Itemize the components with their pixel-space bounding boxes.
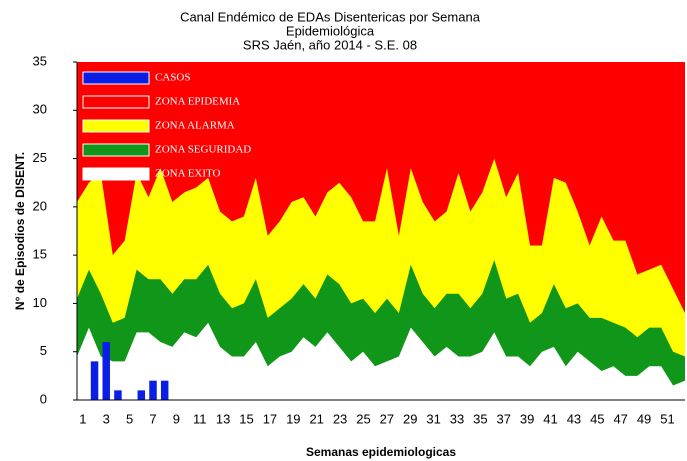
plot-area	[77, 62, 685, 400]
x-tick-label: 39	[520, 411, 534, 426]
y-tick-label: 20	[33, 198, 47, 213]
bar	[137, 390, 146, 400]
x-tick-label: 37	[497, 411, 511, 426]
bar	[149, 380, 157, 400]
x-tick-label: 15	[239, 411, 253, 426]
x-tick-label: 23	[333, 411, 347, 426]
x-tick-label: 1	[79, 411, 86, 426]
x-tick-label: 3	[103, 411, 110, 426]
legend-swatch	[82, 167, 150, 181]
legend-label: ZONA EPIDEMIA	[155, 96, 240, 108]
legend-label: ZONA EXITO	[155, 168, 221, 180]
x-tick-label: 47	[613, 411, 627, 426]
legend-label: ZONA ALARMA	[155, 120, 235, 132]
x-tick-label: 45	[590, 411, 604, 426]
legend-swatch	[82, 95, 150, 109]
x-tick-label: 19	[286, 411, 300, 426]
x-tick-label: 21	[309, 411, 323, 426]
x-tick-label: 9	[173, 411, 180, 426]
x-tick-label: 51	[660, 411, 674, 426]
x-tick-label: 13	[216, 411, 230, 426]
chart-title: SRS Jaén, año 2014 - S.E. 08	[243, 37, 417, 52]
x-tick-label: 7	[149, 411, 156, 426]
y-axis-title: N° de Episodios de DISENT.	[13, 152, 27, 310]
bar	[90, 361, 99, 400]
y-tick-label: 35	[33, 53, 47, 68]
x-tick-label: 29	[403, 411, 417, 426]
x-tick-label: 31	[426, 411, 440, 426]
x-tick-label: 11	[193, 411, 207, 426]
chart-title: Epidemiológica	[286, 23, 375, 38]
y-tick-label: 15	[33, 247, 47, 262]
legend-swatch	[82, 71, 150, 85]
x-tick-label: 35	[473, 411, 487, 426]
y-tick-label: 30	[33, 102, 47, 117]
legend-label: ZONA SEGURIDAD	[155, 144, 251, 156]
x-tick-label: 49	[637, 411, 651, 426]
chart-title: Canal Endémico de EDAs Disentericas por …	[180, 9, 481, 24]
legend: CASOS ZONA EPIDEMIA ZONA ALARMA ZONA SEGURI…	[82, 71, 251, 181]
x-tick-label: 41	[543, 411, 557, 426]
y-tick-label: 25	[33, 150, 47, 165]
x-tick-label: 43	[567, 411, 581, 426]
x-tick-label: 17	[263, 411, 277, 426]
y-tick-label: 10	[33, 295, 47, 310]
bar	[102, 342, 110, 400]
x-axis-title: Semanas epidemiologicas	[306, 445, 456, 459]
legend-swatch	[82, 143, 150, 157]
x-tick-label: 25	[356, 411, 370, 426]
area	[77, 322, 685, 400]
legend-swatch	[82, 119, 150, 133]
x-tick-label: 33	[450, 411, 464, 426]
bar	[160, 380, 169, 400]
bar	[114, 390, 122, 400]
x-tick-label: 27	[380, 411, 394, 426]
x-tick-label: 5	[126, 411, 133, 426]
y-tick-label: 5	[40, 343, 47, 358]
legend-label: CASOS	[155, 72, 190, 84]
y-tick-label: 0	[40, 391, 47, 406]
